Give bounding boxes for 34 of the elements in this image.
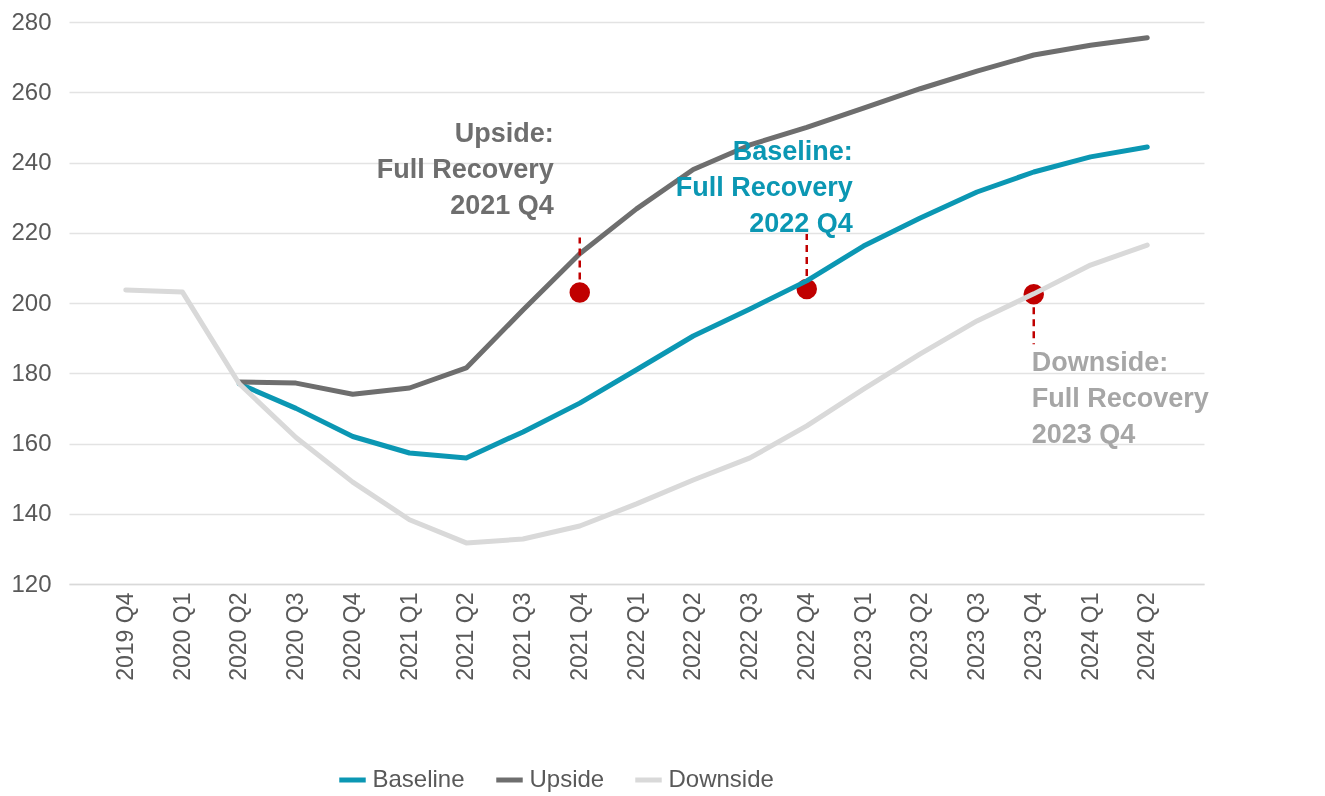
x-tick-label: 2024 Q1	[1076, 592, 1103, 681]
y-tick-label: 120	[11, 569, 52, 597]
x-tick-label: 2020 Q3	[282, 592, 308, 681]
x-tick-label: 2023 Q3	[963, 592, 989, 681]
annotation: Downside: Full Recovery 2023 Q4	[1031, 347, 1209, 450]
x-tick-label: 2019 Q4	[111, 592, 138, 681]
legend-label: Upside	[529, 765, 605, 792]
x-tick-label: 2020 Q2	[225, 592, 252, 681]
x-tick-label: 2021 Q3	[509, 592, 535, 681]
y-tick-label: 280	[11, 7, 52, 35]
y-tick-label: 140	[11, 499, 52, 527]
y-tick-label: 260	[11, 77, 52, 105]
x-tick-label: 2022 Q2	[679, 592, 706, 681]
x-tick-label: 2021 Q1	[395, 592, 422, 681]
x-tick-label: 2022 Q4	[792, 592, 819, 681]
y-tick-label: 200	[11, 288, 52, 316]
x-tick-label: 2022 Q1	[622, 592, 649, 681]
y-tick-label: 220	[11, 218, 52, 246]
x-tick-label: 2020 Q4	[338, 592, 365, 681]
x-tick-label: 2023 Q1	[849, 592, 876, 681]
y-tick-label: 180	[11, 358, 52, 386]
x-tick-label: 2022 Q3	[736, 592, 762, 681]
x-tick-label: 2024 Q2	[1133, 592, 1160, 681]
x-tick-label: 2021 Q2	[452, 592, 479, 681]
y-tick-label: 240	[11, 148, 52, 175]
legend-label: Downside	[668, 765, 774, 792]
annotation: Baseline: Full Recovery 2022 Q4	[675, 135, 853, 238]
annotation: Upside: Full Recovery 2021 Q4	[376, 118, 554, 221]
legend-label: Baseline	[372, 765, 465, 792]
x-tick-label: 2020 Q1	[168, 592, 195, 681]
y-tick-label: 160	[11, 429, 52, 456]
x-tick-label: 2023 Q4	[1019, 592, 1046, 681]
x-tick-label: 2023 Q2	[906, 592, 933, 681]
x-tick-label: 2021 Q4	[565, 592, 592, 681]
